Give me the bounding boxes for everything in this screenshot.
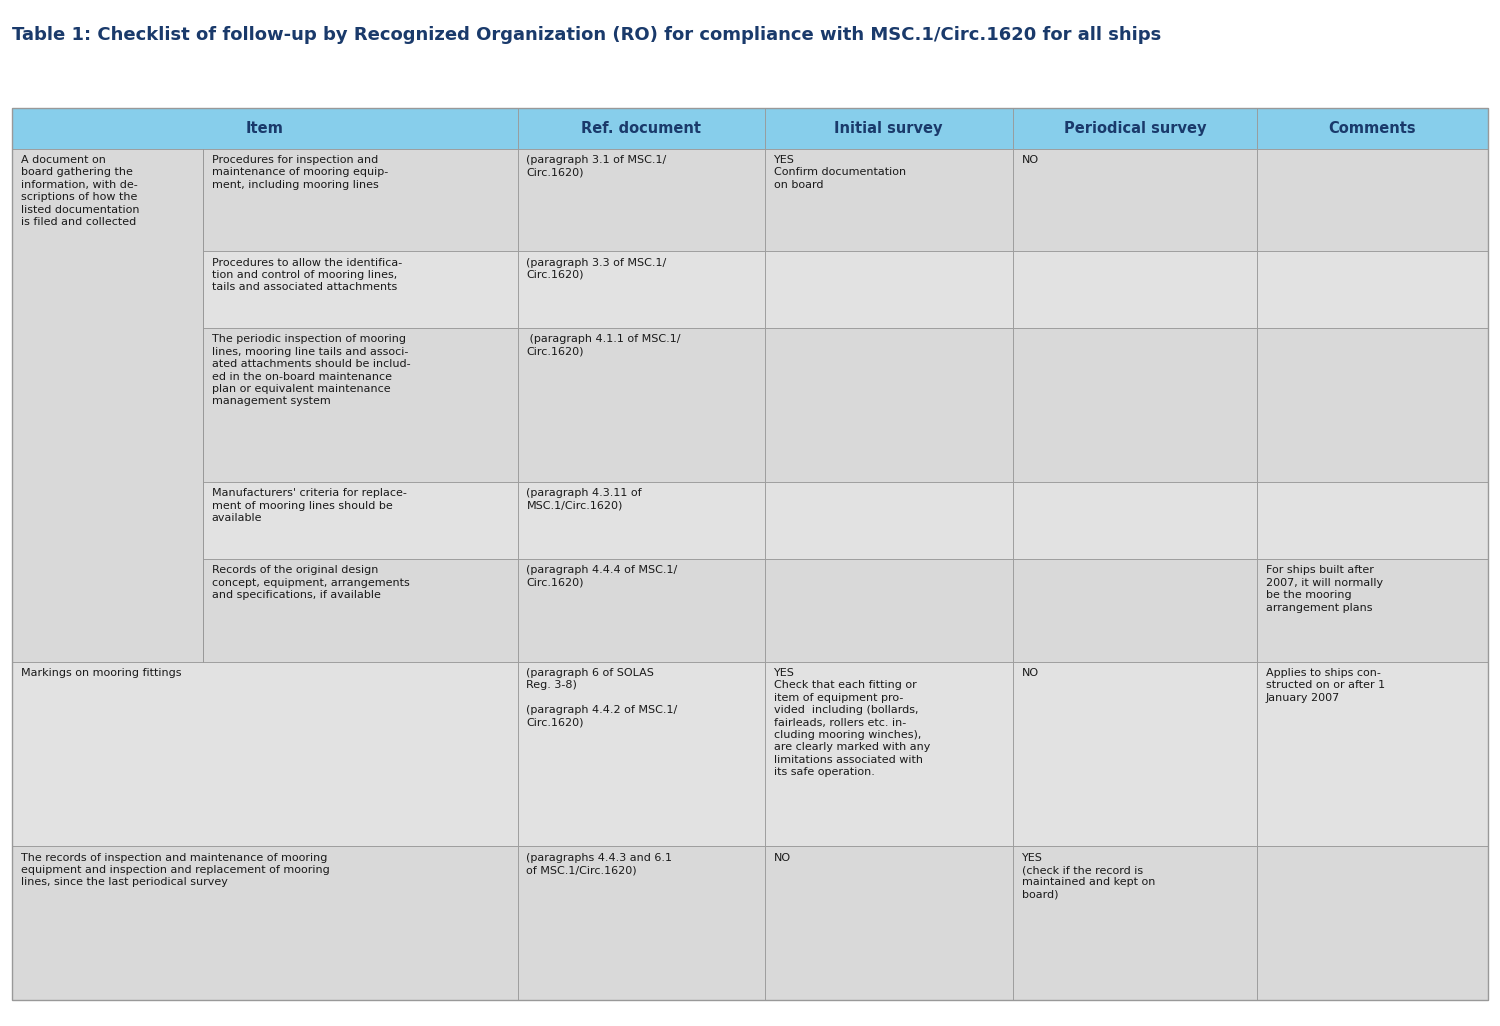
Text: Procedures for inspection and
maintenance of mooring equip-
ment, including moor: Procedures for inspection and maintenanc… (211, 155, 387, 190)
Bar (12, 846, 518, 1000)
Bar (518, 149, 765, 251)
Text: (paragraphs 4.4.3 and 6.1
of MSC.1/Circ.1620): (paragraphs 4.4.3 and 6.1 of MSC.1/Circ.… (526, 853, 672, 875)
Bar (518, 328, 765, 482)
Text: (paragraph 6 of SOLAS
Reg. 3-8)

(paragraph 4.4.2 of MSC.1/
Circ.1620): (paragraph 6 of SOLAS Reg. 3-8) (paragra… (526, 668, 678, 727)
Bar (1013, 108, 1257, 149)
Text: NO: NO (1022, 668, 1038, 678)
Bar (12, 149, 202, 662)
Text: The records of inspection and maintenance of mooring
equipment and inspection an: The records of inspection and maintenanc… (21, 853, 330, 887)
Bar (765, 846, 1012, 1000)
Bar (202, 482, 518, 559)
Bar (518, 108, 765, 149)
Bar (1257, 482, 1488, 559)
Bar (518, 662, 765, 846)
Text: (paragraph 4.1.1 of MSC.1/
Circ.1620): (paragraph 4.1.1 of MSC.1/ Circ.1620) (526, 334, 681, 357)
Text: Table 1: Checklist of follow-up by Recognized Organization (RO) for compliance w: Table 1: Checklist of follow-up by Recog… (12, 26, 1161, 44)
Bar (765, 662, 1012, 846)
Text: NO: NO (1022, 155, 1038, 165)
Text: YES
(check if the record is
maintained and kept on
board): YES (check if the record is maintained a… (1022, 853, 1155, 900)
Text: For ships built after
2007, it will normally
be the mooring
arrangement plans: For ships built after 2007, it will norm… (1266, 565, 1383, 613)
Bar (518, 482, 765, 559)
Bar (1013, 662, 1257, 846)
Text: (paragraph 4.3.11 of
MSC.1/Circ.1620): (paragraph 4.3.11 of MSC.1/Circ.1620) (526, 488, 642, 511)
Bar (1013, 482, 1257, 559)
Text: Procedures to allow the identifica-
tion and control of mooring lines,
tails and: Procedures to allow the identifica- tion… (211, 258, 402, 292)
Text: Initial survey: Initial survey (834, 121, 944, 135)
Bar (1257, 846, 1488, 1000)
Text: Records of the original design
concept, equipment, arrangements
and specificatio: Records of the original design concept, … (211, 565, 410, 600)
Bar (1013, 846, 1257, 1000)
Text: (paragraph 3.3 of MSC.1/
Circ.1620): (paragraph 3.3 of MSC.1/ Circ.1620) (526, 258, 666, 280)
Text: Applies to ships con-
structed on or after 1
January 2007: Applies to ships con- structed on or aft… (1266, 668, 1384, 703)
Text: Ref. document: Ref. document (582, 121, 700, 135)
Bar (12, 662, 518, 846)
Bar (1257, 251, 1488, 328)
Bar (518, 251, 765, 328)
Bar (765, 328, 1012, 482)
Bar (202, 149, 518, 251)
Text: A document on
board gathering the
information, with de-
scriptions of how the
li: A document on board gathering the inform… (21, 155, 140, 227)
Bar (518, 559, 765, 662)
Bar (1257, 559, 1488, 662)
Bar (765, 482, 1012, 559)
Bar (202, 559, 518, 662)
Text: Markings on mooring fittings: Markings on mooring fittings (21, 668, 182, 678)
Bar (765, 251, 1012, 328)
Text: YES
Check that each fitting or
item of equipment pro-
vided  including (bollards: YES Check that each fitting or item of e… (774, 668, 930, 777)
Bar (1013, 251, 1257, 328)
Text: YES
Confirm documentation
on board: YES Confirm documentation on board (774, 155, 906, 190)
Text: Periodical survey: Periodical survey (1064, 121, 1206, 135)
Bar (1013, 328, 1257, 482)
Text: NO: NO (774, 853, 790, 863)
Text: Item: Item (246, 121, 284, 135)
Text: (paragraph 4.4.4 of MSC.1/
Circ.1620): (paragraph 4.4.4 of MSC.1/ Circ.1620) (526, 565, 678, 588)
Text: The periodic inspection of mooring
lines, mooring line tails and associ-
ated at: The periodic inspection of mooring lines… (211, 334, 410, 406)
Bar (202, 328, 518, 482)
Text: Manufacturers' criteria for replace-
ment of mooring lines should be
available: Manufacturers' criteria for replace- men… (211, 488, 406, 523)
Bar (1013, 149, 1257, 251)
Bar (202, 251, 518, 328)
Bar (765, 559, 1012, 662)
Bar (1257, 662, 1488, 846)
Bar (1257, 108, 1488, 149)
Bar (12, 108, 518, 149)
Bar (1013, 559, 1257, 662)
Text: Comments: Comments (1329, 121, 1416, 135)
Bar (765, 108, 1012, 149)
Bar (765, 149, 1012, 251)
Bar (12, 108, 1488, 1000)
Bar (1257, 149, 1488, 251)
Text: (paragraph 3.1 of MSC.1/
Circ.1620): (paragraph 3.1 of MSC.1/ Circ.1620) (526, 155, 666, 177)
Bar (1257, 328, 1488, 482)
Bar (518, 846, 765, 1000)
